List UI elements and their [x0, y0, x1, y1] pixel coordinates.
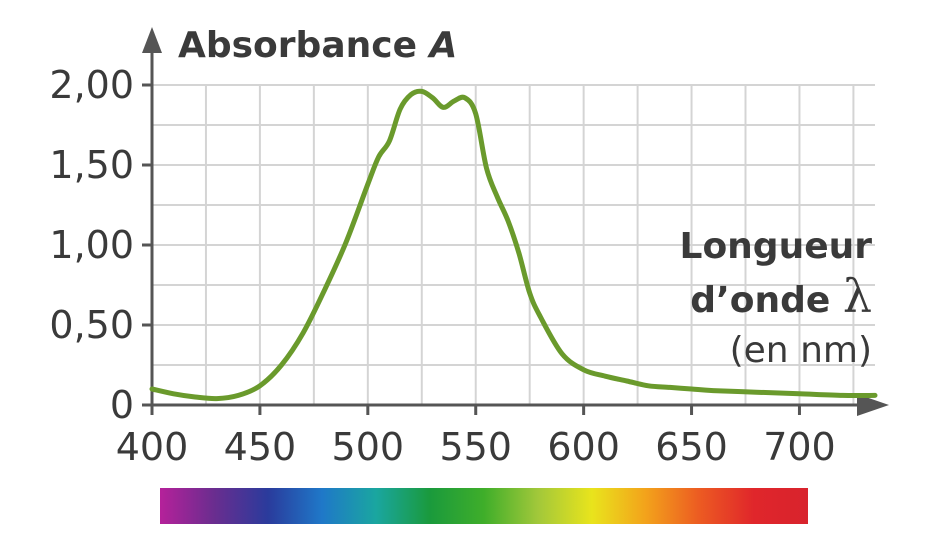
x-axis-title-line1: Longueur — [680, 226, 873, 267]
tick-marks — [142, 83, 801, 415]
y-tick-label: 1,00 — [49, 223, 134, 267]
y-tick-label: 1,50 — [49, 143, 134, 187]
y-tick-label: 0 — [110, 383, 134, 427]
x-tick-label: 400 — [116, 425, 189, 469]
x-tick-label: 450 — [224, 425, 297, 469]
y-tick-labels: 0 0,50 1,00 1,50 2,00 — [49, 63, 134, 427]
y-axis-title: Absorbance A — [178, 25, 457, 66]
visible-spectrum-bar — [160, 488, 808, 524]
x-axis-title-line2: d’onde λ — [690, 269, 872, 323]
y-tick-label: 2,00 — [49, 63, 134, 107]
x-axis-arrow-icon — [857, 394, 889, 416]
x-tick-label: 500 — [332, 425, 405, 469]
y-tick-label: 0,50 — [49, 303, 134, 347]
axes — [142, 27, 889, 416]
x-tick-label: 650 — [655, 425, 728, 469]
absorbance-curve — [149, 88, 878, 402]
grid — [152, 84, 875, 405]
x-tick-label: 700 — [763, 425, 836, 469]
x-tick-labels: 400 450 500 550 600 650 700 — [116, 425, 836, 469]
x-axis-unit: (en nm) — [730, 330, 872, 371]
y-axis-arrow-icon — [142, 27, 162, 53]
x-tick-label: 550 — [439, 425, 512, 469]
x-tick-label: 600 — [547, 425, 620, 469]
